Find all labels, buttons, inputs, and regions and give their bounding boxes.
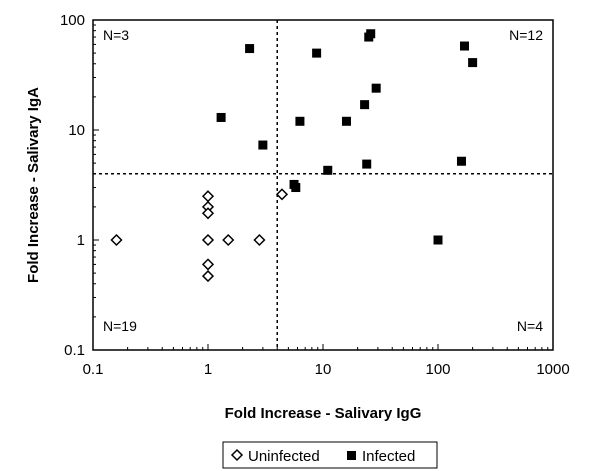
point-infected [312, 48, 322, 58]
point-infected [468, 58, 478, 68]
point-infected [258, 140, 268, 150]
x-tick-label: 1 [204, 361, 212, 378]
point-infected [362, 159, 372, 169]
point-infected [460, 41, 470, 51]
x-axis-title: Fold Increase - Salivary IgG [225, 405, 422, 422]
point-uninfected [222, 233, 235, 247]
x-tick-label: 10 [315, 361, 332, 378]
quadrant-label-top-right: N=12 [509, 27, 543, 43]
point-infected [456, 156, 466, 166]
y-tick-label: 0.1 [64, 342, 85, 359]
point-infected [360, 100, 370, 110]
point-uninfected [275, 188, 289, 201]
point-uninfected [201, 270, 215, 283]
point-infected [291, 183, 301, 193]
x-tick-label: 1000 [536, 361, 569, 378]
point-infected [245, 44, 255, 54]
point-uninfected [253, 233, 266, 247]
point-infected [216, 112, 226, 122]
point-infected [341, 116, 351, 126]
y-tick-label: 10 [68, 122, 85, 139]
axis-ticks [92, 24, 549, 351]
y-tick-label: 1 [77, 232, 85, 249]
y-axis-title: Fold Increase - Salivary IgA [25, 87, 42, 283]
point-uninfected [201, 258, 215, 271]
point-infected [371, 83, 381, 93]
point-uninfected [201, 233, 215, 247]
quadrant-label-top-left: N=3 [103, 27, 129, 43]
point-infected [323, 165, 333, 175]
legend-label-uninfected: Uninfected [248, 448, 320, 465]
x-tick-label: 0.1 [83, 361, 104, 378]
threshold-lines [93, 20, 553, 350]
point-infected [433, 235, 443, 245]
point-infected [295, 116, 305, 126]
plot-frame [92, 19, 554, 351]
legend-frame [222, 441, 438, 469]
quadrant-label-bottom-left: N=19 [103, 318, 137, 334]
quadrant-label-bottom-right: N=4 [517, 318, 543, 334]
point-uninfected [110, 233, 123, 247]
point-uninfected [201, 207, 215, 220]
x-tick-label: 100 [425, 361, 450, 378]
legend: Uninfected Infected [222, 441, 438, 469]
legend-label-infected: Infected [362, 448, 415, 465]
point-infected [366, 29, 376, 39]
y-tick-label: 100 [60, 12, 85, 29]
data-points [110, 29, 478, 283]
legend-marker-uninfected [230, 448, 244, 462]
legend-marker-infected [347, 451, 356, 460]
tick-labels: 0.1 1 10 100 1000 0.1 1 10 100 [60, 12, 570, 378]
